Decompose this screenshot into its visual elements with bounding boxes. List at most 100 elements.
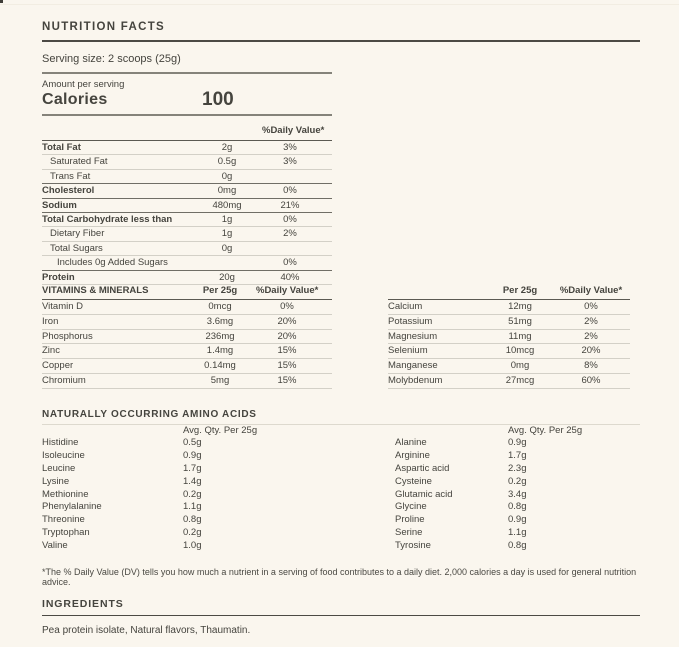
amino-qty: 2.3g: [508, 462, 527, 474]
nutrient-value: 1g: [221, 228, 233, 240]
amino-label: Methionine: [42, 488, 89, 500]
table-row: Potassium 51mg 2%: [388, 315, 630, 330]
table-row: Vitamin D 0mcg 0%: [42, 300, 332, 315]
vitamins-title: VITAMINS & MINERALS: [42, 285, 149, 296]
table-row: Total Sugars 0g: [42, 242, 332, 257]
amino-label: Alanine: [395, 437, 427, 448]
nutrient-value: 0g: [221, 170, 233, 182]
amino-qty: 0.9g: [183, 449, 202, 461]
nutrient-dv: 2%: [283, 228, 297, 240]
nutrient-dv: 20%: [581, 345, 601, 357]
table-row: Iron 3.6mg 20%: [42, 315, 332, 330]
nutrient-label: Includes 0g Added Sugars: [57, 257, 168, 269]
amino-label: Cysteine: [395, 475, 432, 487]
nutrient-label: Sodium: [42, 199, 77, 211]
amino-qty: 1.1g: [508, 527, 527, 539]
per-25g-header: Per 25g: [502, 285, 538, 296]
nutrient-dv: 2%: [584, 315, 598, 327]
avg-qty-header: Avg. Qty. Per 25g: [508, 425, 583, 436]
nutrient-qty: 27mcg: [505, 374, 535, 386]
table-row: Includes 0g Added Sugars 0%: [42, 256, 332, 271]
table-row: Glycine 0.8g: [395, 501, 635, 514]
amino-label: Glycine: [395, 501, 427, 513]
amino-label: Serine: [395, 527, 423, 539]
nutrient-dv: 20%: [277, 330, 297, 342]
main-table-header: %Daily Value*: [42, 114, 332, 141]
nutrient-label: Dietary Fiber: [50, 228, 105, 240]
daily-value-header: %Daily Value*: [256, 285, 319, 296]
nutrient-dv: 15%: [277, 345, 297, 357]
nutrient-value: 0mg: [217, 185, 237, 197]
nutrient-label: Total Fat: [42, 142, 81, 153]
nutrient-qty: 1.4mg: [206, 345, 234, 357]
nutrient-label: Manganese: [388, 360, 438, 372]
amino-label: Aspartic acid: [395, 462, 450, 474]
amino-qty: 1.7g: [508, 449, 527, 461]
table-row: Histidine 0.5g: [42, 437, 342, 450]
amino-table-right: Avg. Qty. Per 25g Alanine 0.9g Arginine …: [395, 424, 635, 553]
nutrient-dv: 0%: [280, 301, 294, 312]
amino-qty: 3.4g: [508, 488, 527, 500]
top-hairline: [0, 4, 679, 5]
table-row: Tryptophan 0.2g: [42, 527, 342, 540]
nutrient-dv: 21%: [280, 199, 300, 211]
table-row: Zinc 1.4mg 15%: [42, 344, 332, 360]
nutrient-label: Total Carbohydrate less than: [42, 213, 173, 225]
nutrient-dv: 3%: [283, 156, 297, 168]
table-row: Selenium 10mcg 20%: [388, 344, 630, 360]
nutrient-value: 1g: [221, 213, 233, 225]
ingredients-title: INGREDIENTS: [42, 598, 640, 616]
daily-value-header: %Daily Value*: [262, 125, 325, 136]
amino-qty: 0.2g: [183, 527, 202, 539]
nutrient-qty: 12mg: [508, 301, 532, 312]
amino-label: Tyrosine: [395, 540, 431, 552]
nutrient-label: Iron: [42, 315, 59, 327]
spacer: [42, 424, 183, 437]
amino-acids-title: NATURALLY OCCURRING AMINO ACIDS: [42, 409, 640, 425]
amino-label: Glutamic acid: [395, 488, 453, 500]
table-row: Molybdenum 27mcg 60%: [388, 374, 630, 389]
amino-qty: 1.7g: [183, 462, 202, 474]
table-row: Isoleucine 0.9g: [42, 450, 342, 463]
amino-qty: 0.8g: [508, 501, 527, 513]
nutrient-label: Molybdenum: [388, 374, 443, 386]
nutrient-value: 20g: [219, 271, 235, 283]
amino-table-left: Avg. Qty. Per 25g Histidine 0.5g Isoleuc…: [42, 424, 342, 553]
nutrient-dv: 60%: [581, 374, 601, 386]
nutrient-value: 0g: [221, 242, 233, 254]
calories-label: Calories: [42, 91, 108, 108]
table-row: Total Carbohydrate less than 1g 0%: [42, 213, 332, 228]
main-nutrition-table: %Daily Value* Total Fat 2g 3% Saturated …: [42, 114, 332, 285]
nutrient-dv: 2%: [584, 330, 598, 342]
nutrient-dv: 20%: [277, 315, 297, 327]
amino-label: Threonine: [42, 514, 85, 526]
amino-label: Valine: [42, 540, 68, 552]
vitamins-header: Per 25g %Daily Value*: [388, 284, 630, 300]
amino-qty: 0.2g: [508, 475, 527, 487]
nutrient-label: Cholesterol: [42, 185, 95, 197]
amino-qty: 0.9g: [508, 437, 527, 448]
nutrient-value: 0.5g: [217, 156, 237, 168]
amino-label: Arginine: [395, 449, 430, 461]
table-row: Leucine 1.7g: [42, 463, 342, 476]
table-row: Tyrosine 0.8g: [395, 540, 635, 553]
per-25g-header: Per 25g: [202, 285, 238, 296]
nutrient-dv: 40%: [280, 271, 300, 283]
amino-qty: 1.4g: [183, 475, 202, 487]
serving-size: Serving size: 2 scoops (25g): [42, 53, 181, 65]
nutrient-qty: 0mg: [510, 360, 530, 372]
nutrient-value: 2g: [221, 142, 233, 153]
nutrient-label: Copper: [42, 360, 74, 372]
daily-value-footnote: *The % Daily Value (DV) tells you how mu…: [42, 567, 637, 587]
table-row: Valine 1.0g: [42, 540, 342, 553]
nutrient-label: Protein: [42, 271, 75, 283]
nutrient-dv: 0%: [283, 213, 297, 225]
calories-row: Calories 100: [42, 89, 332, 110]
amino-acids-section: NATURALLY OCCURRING AMINO ACIDS Avg. Qty…: [42, 409, 640, 551]
nutrient-label: Trans Fat: [50, 170, 91, 182]
nutrient-dv: 8%: [584, 360, 598, 372]
spacer: [395, 424, 508, 437]
page-title: NUTRITION FACTS: [42, 21, 640, 42]
table-row: Glutamic acid 3.4g: [395, 489, 635, 502]
nutrient-label: Calcium: [388, 301, 423, 312]
